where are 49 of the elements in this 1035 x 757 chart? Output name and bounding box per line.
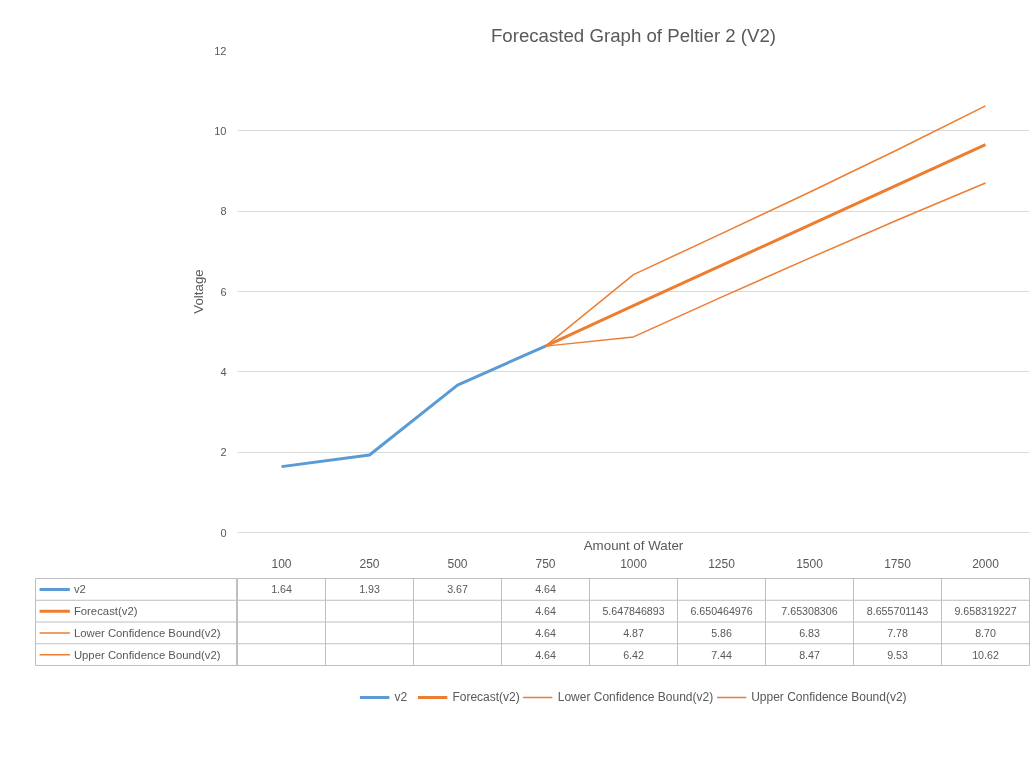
data-label: 4.87: [623, 626, 644, 639]
y-tick-label: 0: [220, 526, 227, 539]
x-tick-label: 1500: [796, 556, 824, 571]
data-label: 8.70: [975, 626, 996, 639]
data-label: 7.78: [887, 626, 908, 639]
data-label: 6.42: [623, 648, 644, 661]
x-tick-label: 2000: [972, 556, 1000, 571]
y-tick-label: 12: [214, 44, 227, 57]
x-tick-label: 1000: [620, 556, 648, 571]
data-label: 8.47: [799, 648, 820, 661]
text: Forecast(v2): [73, 605, 138, 618]
legend-label: Upper Confidence Bound(v2): [751, 690, 907, 704]
data-label: 8.655701143: [866, 605, 929, 618]
data-label: 10.62: [972, 648, 999, 661]
y-tick-label: 10: [214, 124, 227, 137]
data-label: 7.44: [711, 648, 732, 661]
x-tick-label: 500: [447, 556, 468, 571]
data-label: 1.93: [359, 583, 380, 596]
y-axis-title: Voltage: [191, 269, 207, 314]
data-label: 4.64: [535, 583, 556, 596]
data-label: 6.83: [799, 626, 820, 639]
data-label: 9.53: [887, 648, 908, 661]
x-tick-label: 250: [359, 556, 380, 571]
data-label: 6.650464976: [690, 605, 753, 618]
y-tick-label: 8: [220, 205, 227, 218]
data-label: 5.86: [711, 626, 732, 639]
y-tick-label: 4: [220, 365, 227, 378]
chart-title: Forecasted Graph of Peltier 2 (V2): [490, 24, 777, 46]
data-label: 1.64: [271, 583, 292, 596]
data-label: 4.64: [535, 626, 556, 639]
data-label: 4.64: [535, 605, 556, 618]
text: Lower Confidence Bound(v2): [73, 626, 221, 639]
legend-label: v2: [394, 690, 409, 704]
y-tick-label: 2: [220, 446, 227, 459]
x-axis-title: Amount of Water: [583, 537, 684, 553]
data-label: 9.658319227: [954, 605, 1017, 618]
data-label: 7.65308306: [781, 605, 838, 618]
legend-label: Lower Confidence Bound(v2): [557, 690, 714, 704]
x-tick-label: 750: [535, 556, 556, 571]
text: v2: [73, 583, 86, 596]
text: Upper Confidence Bound(v2): [73, 648, 221, 661]
y-tick-label: 6: [220, 285, 227, 298]
data-label: 3.67: [447, 583, 468, 596]
x-tick-label: 1750: [884, 556, 912, 571]
data-label: 5.647846893: [602, 605, 665, 618]
x-tick-label: 100: [271, 556, 292, 571]
x-tick-label: 1250: [708, 556, 736, 571]
legend-label: Forecast(v2): [452, 690, 520, 704]
data-label: 4.64: [535, 648, 556, 661]
